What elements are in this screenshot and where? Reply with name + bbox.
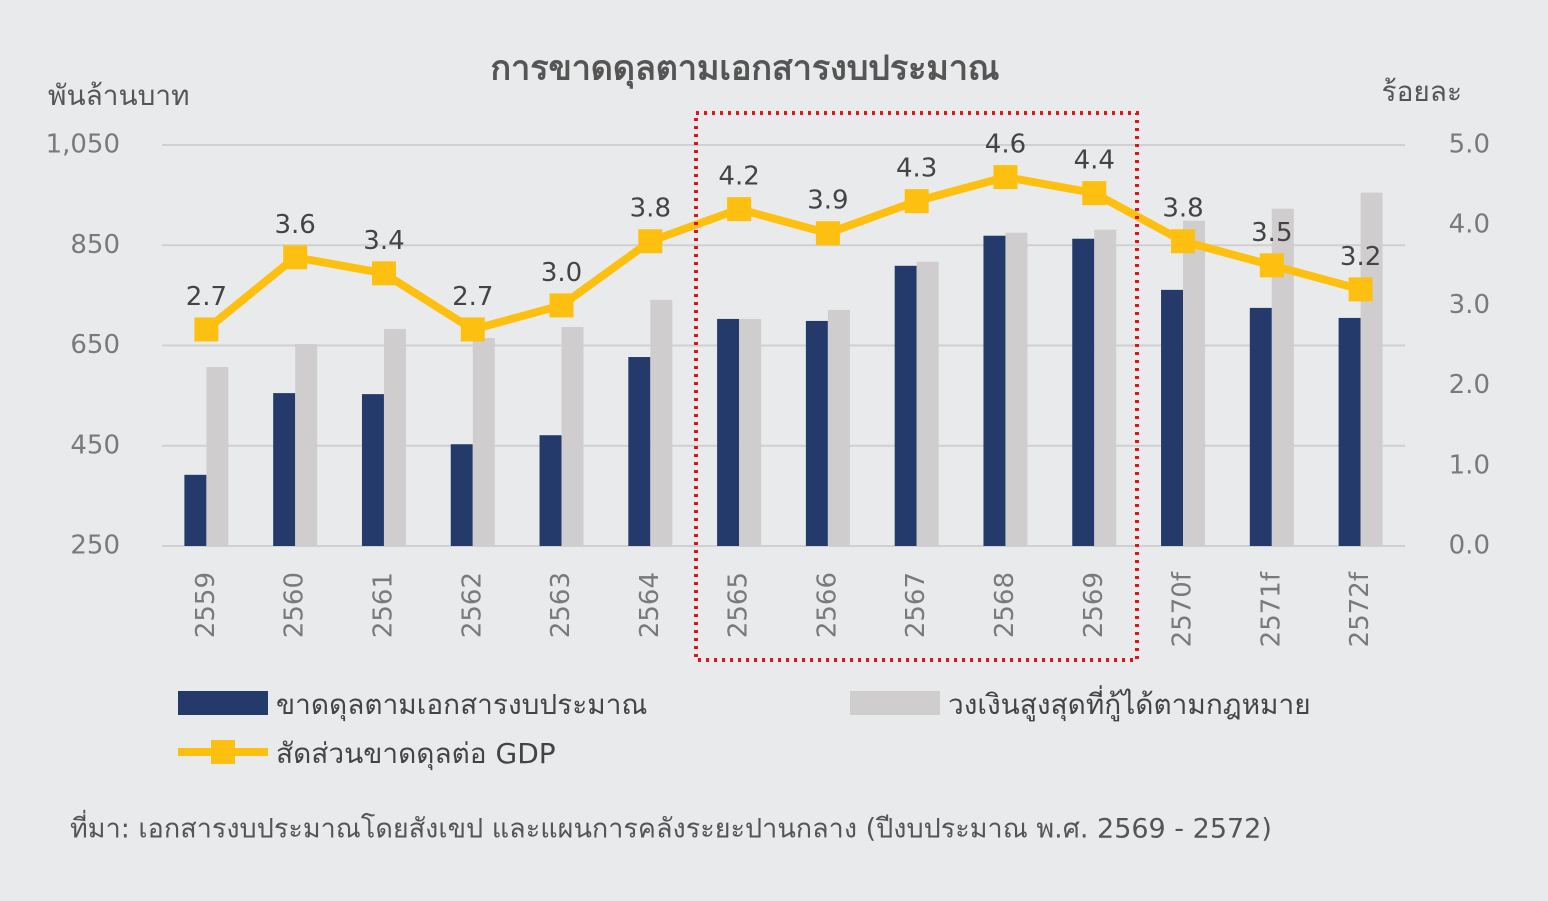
line-marker (1082, 181, 1107, 206)
bar (805, 320, 828, 546)
legend-marker (211, 740, 235, 764)
y-axis-title: พันล้านบาท (48, 79, 190, 112)
data-label: 4.2 (718, 162, 759, 192)
y-tick-label: 1,050 (46, 130, 120, 160)
line-marker (283, 245, 308, 270)
y-tick-label: 650 (70, 330, 120, 360)
y2-tick-label: 2.0 (1449, 370, 1490, 400)
data-label: 4.4 (1074, 146, 1115, 176)
data-label: 2.7 (186, 282, 227, 312)
bar (1271, 208, 1294, 546)
data-label: 3.2 (1340, 242, 1381, 272)
bar (361, 394, 384, 546)
data-label: 3.6 (274, 210, 315, 240)
data-label: 4.6 (985, 130, 1026, 160)
bar (450, 444, 473, 546)
bar (184, 474, 207, 546)
line-marker (1348, 277, 1373, 302)
data-label: 3.4 (363, 226, 404, 256)
x-tick-label: 2572f (1345, 571, 1375, 647)
bar (827, 309, 850, 546)
line-marker (638, 229, 663, 254)
x-tick-label: 2561 (368, 572, 398, 638)
line-marker (904, 189, 929, 214)
x-tick-label: 2568 (990, 572, 1020, 638)
bar (1005, 232, 1028, 546)
bar (295, 343, 318, 546)
line-marker (727, 197, 752, 222)
legend-label: วงเงินสูงสุดที่กู้ได้ตามกฎหมาย (948, 685, 1311, 722)
line-marker (815, 221, 840, 246)
data-label: 4.3 (896, 154, 937, 184)
line-marker (1259, 253, 1284, 278)
x-tick-label: 2563 (546, 572, 576, 638)
data-label: 3.8 (630, 194, 671, 224)
bar (717, 318, 740, 546)
bar (628, 357, 651, 546)
data-label: 2.7 (452, 282, 493, 312)
bar (1161, 289, 1184, 546)
legend-label: สัดส่วนขาดดุลต่อ GDP (276, 737, 556, 771)
line-marker (194, 317, 219, 342)
x-tick-label: 2567 (901, 572, 931, 638)
y-tick-label: 450 (70, 430, 120, 460)
x-tick-label: 2562 (457, 572, 487, 638)
data-label: 3.5 (1251, 218, 1292, 248)
bar (983, 235, 1006, 546)
bar (1094, 229, 1117, 546)
bar (894, 265, 917, 546)
chart-title: การขาดดุลตามเอกสารงบประมาณ (491, 49, 1000, 90)
bar (916, 261, 939, 546)
x-tick-label: 2571f (1256, 571, 1286, 647)
x-tick-label: 2570f (1168, 571, 1198, 647)
bar (650, 299, 673, 546)
bar (1072, 238, 1095, 546)
line-marker (993, 165, 1018, 190)
highlight-box (694, 111, 1139, 662)
y2-tick-label: 0.0 (1449, 531, 1490, 561)
bar (539, 435, 562, 546)
bar (1183, 220, 1206, 546)
source-note: ที่มา: เอกสารงบประมาณโดยสังเขป และแผนการ… (70, 810, 1272, 845)
line-marker (371, 261, 396, 286)
bar (383, 328, 406, 546)
x-tick-label: 2560 (280, 572, 310, 638)
line-marker (460, 317, 485, 342)
bar (561, 326, 584, 546)
bar (472, 337, 495, 546)
bar (273, 393, 296, 546)
data-label: 3.0 (541, 258, 582, 288)
y2-tick-label: 4.0 (1449, 210, 1490, 240)
y2-tick-label: 3.0 (1449, 290, 1490, 320)
lines: 2.7 3.6 3.4 2.7 3.0 3.8 4.2 3.9 4.3 4.6 4.4 3.8 3.5 3… (186, 130, 1381, 342)
x-tick-label: 2559 (191, 572, 221, 638)
x-tick-label: 2565 (724, 572, 754, 638)
y2-tick-label: 5.0 (1449, 130, 1490, 160)
legend-swatch (850, 691, 940, 715)
y2-tick-label: 1.0 (1449, 450, 1490, 480)
bar (739, 318, 762, 546)
legend-label: ขาดดุลตามเอกสารงบประมาณ (276, 688, 647, 722)
bar (206, 367, 229, 546)
x-tick-label: 2564 (635, 572, 665, 638)
x-tick-label: 2566 (812, 572, 842, 638)
bar (1249, 307, 1272, 546)
y-tick-label: 850 (70, 230, 120, 260)
bar (1338, 317, 1361, 546)
x-tick-label: 2569 (1079, 572, 1109, 638)
data-label: 3.9 (807, 186, 848, 216)
y2-axis-title: ร้อยละ (1382, 75, 1462, 108)
line-marker (1171, 229, 1196, 254)
legend-swatch (178, 691, 268, 715)
y-tick-label: 250 (70, 531, 120, 561)
data-label: 3.8 (1162, 194, 1203, 224)
line-marker (549, 293, 574, 318)
line (203, 173, 1362, 334)
